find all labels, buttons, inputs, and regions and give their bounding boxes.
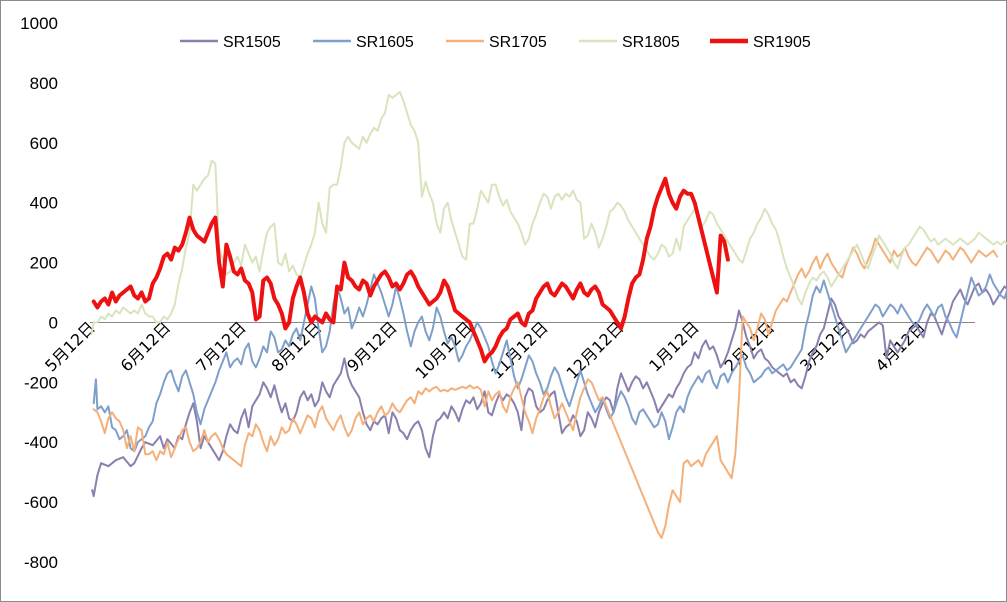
series-lines	[90, 90, 1007, 539]
series-line-sr1905	[91, 176, 730, 364]
series-line-sr1705	[92, 237, 999, 539]
y-tick-label: -200	[24, 373, 58, 392]
y-tick-label: -800	[24, 553, 58, 572]
y-tick-label: 1000	[20, 14, 58, 33]
y-tick-label: 400	[30, 194, 58, 213]
legend-label: SR1605	[356, 34, 414, 51]
legend: SR1505 SR1605 SR1705 SR1805 SR1905	[180, 34, 811, 51]
legend-label: SR1705	[489, 34, 547, 51]
x-tick-label: 12月12日	[562, 318, 627, 383]
legend-label: SR1905	[753, 34, 811, 51]
y-tick-label: -400	[24, 433, 58, 452]
legend-label: SR1805	[622, 34, 680, 51]
legend-label: SR1505	[223, 34, 281, 51]
y-tick-label: 800	[30, 74, 58, 93]
y-tick-label: -600	[24, 493, 58, 512]
y-tick-label: 0	[49, 313, 58, 332]
series-line-sr1605	[92, 273, 1007, 453]
x-tick-label: 1月12日	[645, 318, 703, 376]
x-tick-label: 6月12日	[117, 318, 175, 376]
x-axis-tick-labels: 5月12日 6月12日 7月12日 8月12日 9月12日 10月12日 11月12日 12月…	[41, 318, 929, 383]
series-line-sr1805	[90, 90, 1007, 336]
y-axis-tick-labels: 1000 800 600 400 200 0 -200 -400 -600 -800	[20, 14, 58, 572]
y-tick-label: 200	[30, 254, 58, 273]
series-line-sr1505	[91, 282, 1007, 498]
y-tick-label: 600	[30, 134, 58, 153]
